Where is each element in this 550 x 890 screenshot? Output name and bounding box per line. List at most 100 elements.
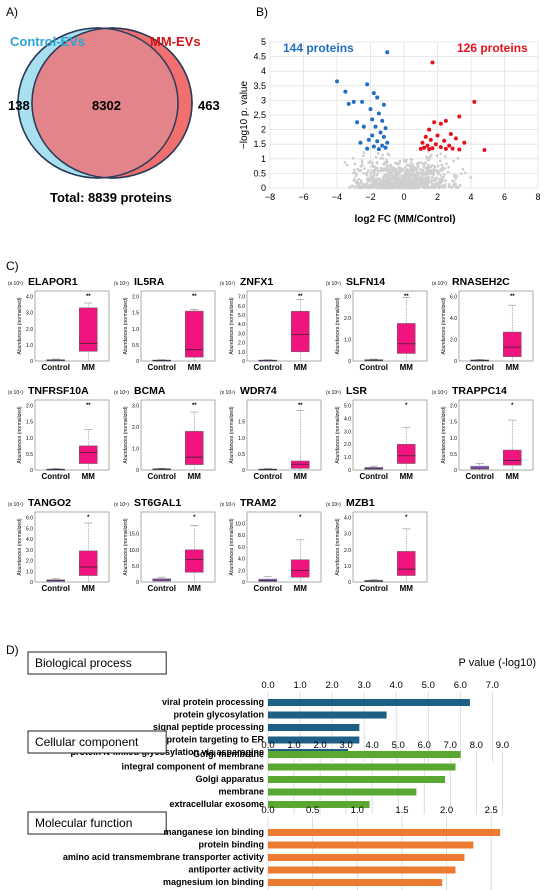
go-bar [268,724,360,731]
boxplot-y-label: Abundances (normalized) [335,297,341,354]
volcano-point-ns [378,169,382,173]
boxplot-scale: (x 10⁵) [114,281,129,287]
volcano-x-tick: 2 [435,192,440,202]
boxplot-y-tick: 4.0 [450,316,457,322]
go-bar [268,801,370,808]
go-category-label: membrane [218,787,264,797]
volcano-point-up [425,143,430,148]
boxplot-y-tick: 2.0 [132,295,139,301]
boxplot-group-label: MM [82,584,96,593]
volcano-point-ns [403,165,407,169]
boxplot-group-label: MM [82,472,96,481]
boxplot-y-tick: 2.0 [238,341,245,347]
boxplot-group-label: MM [294,363,308,372]
go-tick: 0.0 [261,680,274,691]
volcano-point-ns [398,159,402,163]
boxplot-y-tick: 1.0 [26,569,33,575]
volcano-point-ns [372,174,376,178]
boxplot-box-mm [79,307,98,352]
boxplot-y-tick: 2.0 [450,404,457,410]
boxplot-y-tick: 1.0 [344,338,351,344]
volcano-point-ns [381,157,385,160]
boxplot-y-label: Abundances (normalized) [229,518,235,575]
volcano-y-tick: 0.5 [253,168,266,178]
volcano-point-ns [381,153,385,157]
boxplot-frame [246,511,322,583]
boxplot-y-label: Abundances (normalized) [229,297,235,354]
go-bar-charts: Biological process 0.0 1.0 2.0 3.0 4.0 5.0 6.0 7… [27,651,509,890]
boxplot-scale: (x 10⁵) [114,390,129,396]
boxplot-panel: TNFRSF10A (x 10⁴) 0 0.5 1.0 1.5 2.0Abundances … [8,385,110,481]
volcano-point-ns [360,161,364,165]
volcano-point-up [448,131,453,136]
volcano-point-up [472,99,477,104]
boxplot-y-tick: 1.0 [26,436,33,442]
volcano-point-ns [410,172,414,176]
boxplot-group-label: Control [360,472,388,481]
boxplot-title: LSR [346,385,367,397]
boxplot-box-mm [79,550,98,576]
boxplot-y-tick: 0.5 [238,452,245,458]
boxplot-frame [458,399,534,471]
volcano-point-down [381,102,386,107]
go-axis-title: P value (-log10) [459,657,536,669]
volcano-point-ns [404,160,408,164]
boxplot-frame [246,290,322,362]
boxplot-group-label: MM [400,472,414,481]
volcano-point-ns [439,177,442,181]
volcano-point-ns [431,178,435,182]
boxplot-y-tick: 0 [454,359,457,365]
boxplot-significance: ** [192,403,197,409]
boxplot-scale: (x 10⁴) [220,281,235,287]
volcano-point-ns [444,162,448,166]
volcano-y-tick: 2 [261,125,266,135]
volcano-point-ns [444,179,447,182]
boxplot-y-tick: 2.0 [344,548,351,554]
boxplot-group-label: Control [254,584,282,593]
boxplot-y-tick: 5.0 [132,564,139,570]
boxplot-y-tick: 0 [348,580,351,586]
volcano-x-tick: −8 [265,192,275,202]
volcano-point-ns [359,164,363,168]
volcano-point-up [430,60,435,65]
panel-b: B) −8 −6 −4 −2 0 2 4 6 8 0 0.5 1 1.5 2 2.5 3 3.5 4 4.5 5 14… [239,5,541,225]
volcano-point-ns [414,173,418,177]
volcano-point-ns [343,161,347,164]
go-tick: 2.0 [313,740,326,751]
volcano-point-ns [351,171,355,175]
volcano-point-ns [421,186,425,189]
go-category-label: signal peptide processing [153,722,264,732]
volcano-point-ns [440,185,444,189]
boxplot-y-tick: 2.0 [344,442,351,448]
volcano-point-down [373,124,378,129]
go-bar [268,829,501,836]
volcano-point-ns [353,162,357,166]
boxplot-significance: ** [510,294,515,300]
volcano-point-down [371,91,376,96]
volcano-point-ns [421,168,425,172]
go-bar [268,763,456,771]
boxplot-y-tick: 3.0 [26,548,33,554]
boxplot-box-mm [503,331,522,357]
volcano-point-down [365,82,370,87]
volcano-point-ns [431,182,434,186]
volcano-point-ns [370,161,374,165]
boxplot-title: WDR74 [240,385,277,397]
boxplot-y-tick: 0 [136,359,139,365]
boxplot-group-label: Control [42,472,70,481]
go-tick: 4.0 [390,680,403,691]
boxplot-significance: ** [298,294,303,300]
boxplot-y-tick: 1.0 [132,447,139,453]
volcano-point-ns [355,179,359,183]
volcano-x-label: log2 FC (MM/Control) [354,214,455,225]
volcano-point-ns [430,185,434,189]
volcano-point-up [422,145,427,150]
boxplot-significance: * [511,403,514,409]
boxplot-box-mm [291,311,310,353]
volcano-point-ns [436,164,440,168]
boxplot-y-tick: 0 [136,468,139,474]
boxplot-group-label: Control [466,363,494,372]
